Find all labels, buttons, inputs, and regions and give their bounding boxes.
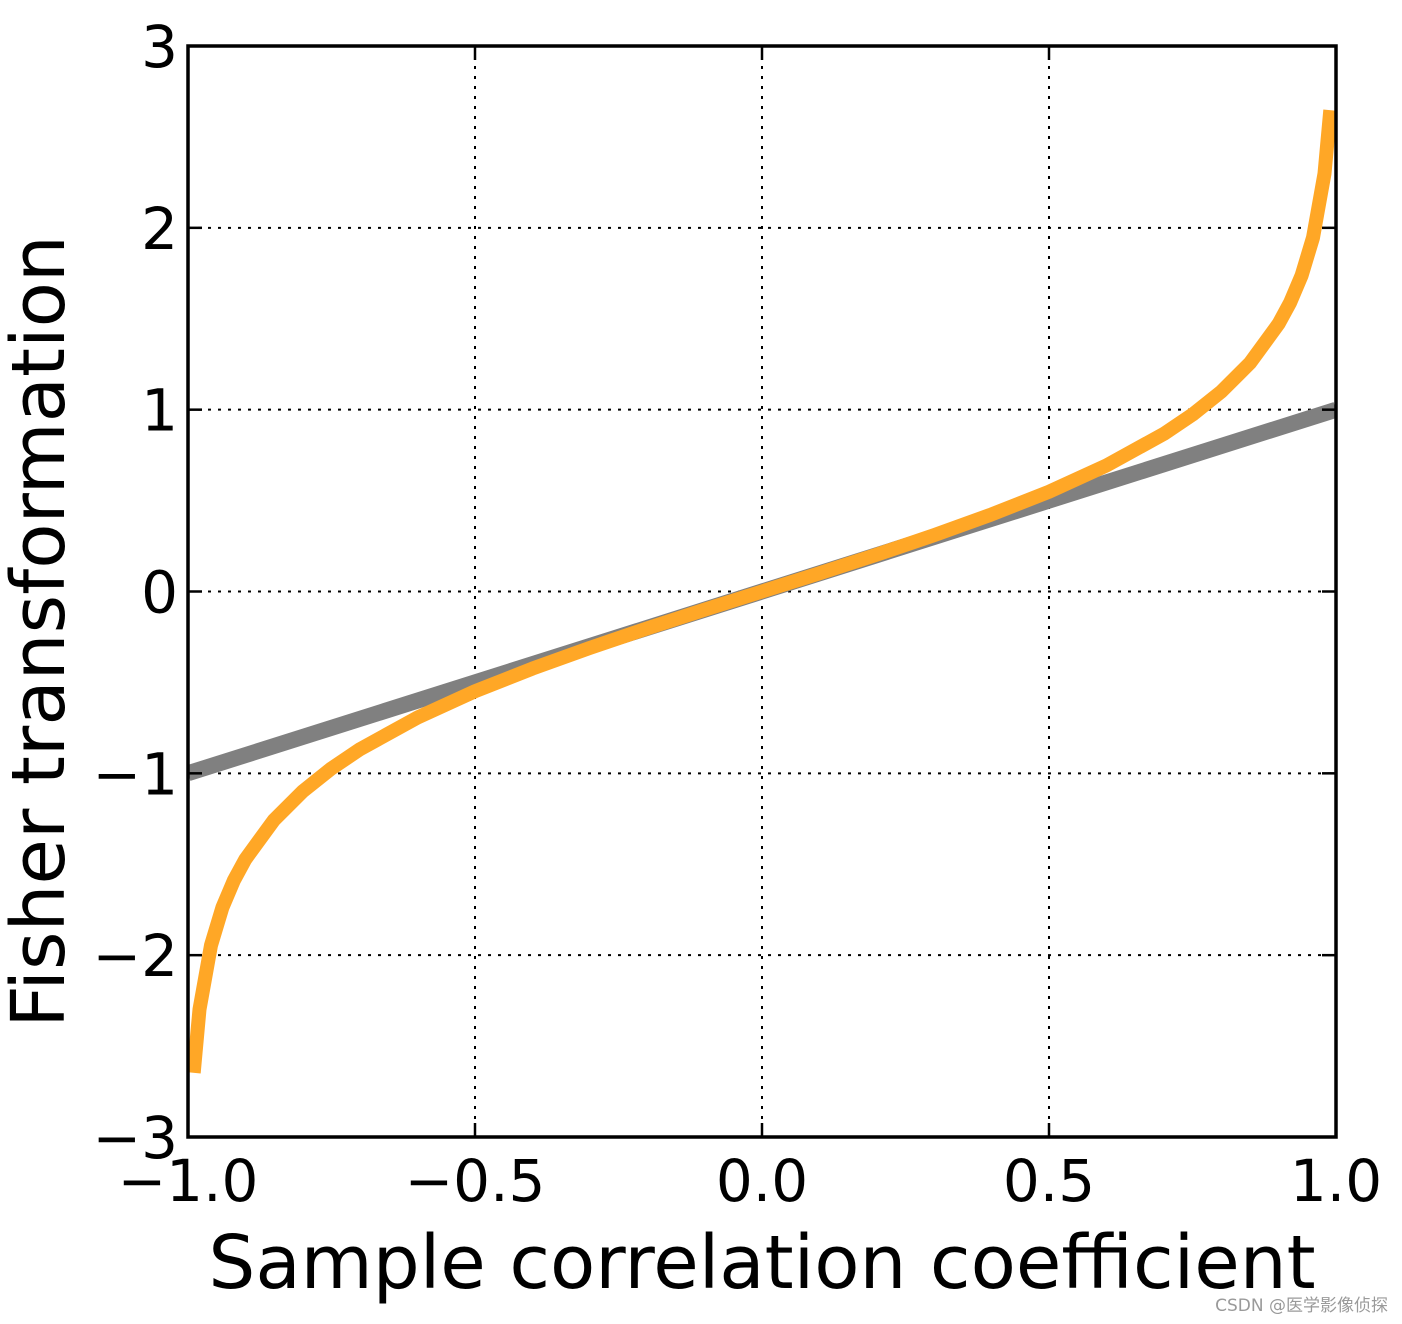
y-axis-title: Fisher transformation xyxy=(0,235,82,1028)
series-layer xyxy=(188,109,1336,1074)
x-tick-label: 0.0 xyxy=(716,1147,808,1215)
y-tick-label: 3 xyxy=(141,13,178,81)
y-tick-label: 1 xyxy=(141,377,178,445)
grid xyxy=(188,46,1336,1137)
ticks xyxy=(186,44,1338,1139)
x-axis-title: Sample correlation coefficient xyxy=(208,1220,1315,1306)
x-tick-label: 1.0 xyxy=(1290,1147,1382,1215)
y-tick-label: 0 xyxy=(141,559,178,627)
tick-labels: −1.0 −0.5 0.0 0.5 1.0 −3 −2 −1 0 1 2 3 xyxy=(93,13,1383,1215)
y-tick-label: 2 xyxy=(141,195,178,263)
x-tick-label: 0.5 xyxy=(1003,1147,1095,1215)
x-tick-label: −0.5 xyxy=(405,1147,546,1215)
y-tick-label: −1 xyxy=(93,740,179,808)
y-tick-label: −2 xyxy=(93,922,179,990)
fisher-line xyxy=(188,109,1336,1074)
y-tick-label: −3 xyxy=(93,1104,179,1172)
x-tick-label: −1.0 xyxy=(118,1147,259,1215)
watermark: CSDN @医学影像侦探 xyxy=(1215,1296,1388,1316)
